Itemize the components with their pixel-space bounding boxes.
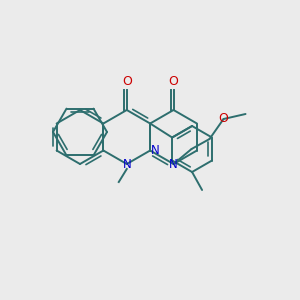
Text: N: N bbox=[151, 144, 160, 157]
Text: O: O bbox=[169, 75, 178, 88]
Text: N: N bbox=[169, 158, 178, 170]
Text: O: O bbox=[219, 112, 229, 125]
Text: N: N bbox=[122, 158, 131, 170]
Text: O: O bbox=[122, 75, 132, 88]
